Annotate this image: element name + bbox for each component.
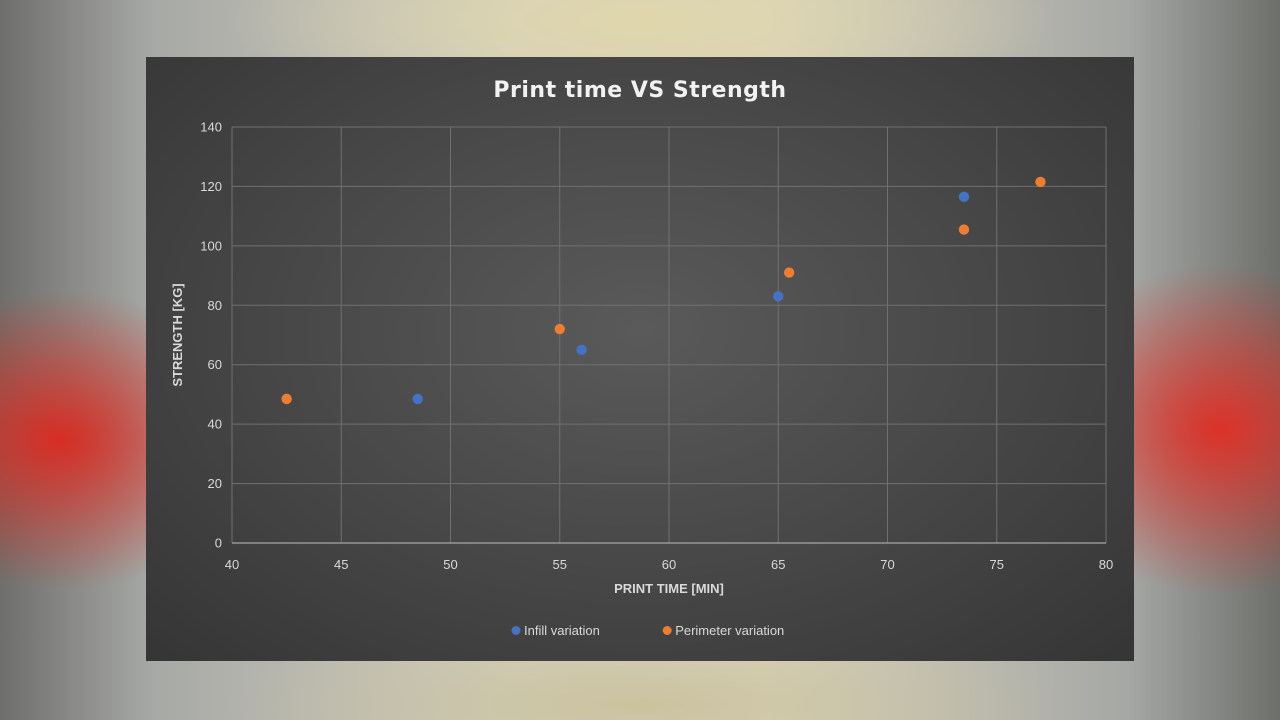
x-tick-label: 70: [880, 557, 894, 572]
legend: Infill variation Perimeter variation: [511, 623, 784, 638]
legend-marker: [662, 626, 672, 635]
y-tick-label: 100: [200, 238, 222, 253]
legend-marker: [511, 626, 521, 635]
data-point: [576, 344, 587, 356]
gridlines: [231, 126, 1107, 543]
y-axis-label: STRENGTH [KG]: [170, 283, 185, 386]
legend-label: Infill variation: [524, 623, 600, 638]
data-point: [958, 191, 970, 203]
data-point: [554, 323, 565, 335]
scatter-chart: Print time VS Strength 0 20 40 60 80 100 120 14…: [170, 78, 1113, 638]
y-tick-label: 60: [208, 357, 222, 372]
data-points: [281, 176, 1046, 405]
y-axis-ticks: 0 20 40 60 80 100 120 140: [200, 120, 222, 551]
x-tick-label: 75: [990, 557, 1004, 572]
x-axis-label: PRINT TIME [MIN]: [614, 581, 724, 596]
data-point: [281, 393, 292, 405]
legend-label: Perimeter variation: [675, 623, 784, 638]
x-tick-label: 65: [771, 557, 785, 572]
x-tick-label: 60: [662, 557, 676, 572]
data-point: [1035, 176, 1046, 188]
y-tick-label: 20: [208, 476, 222, 491]
y-tick-label: 120: [200, 179, 222, 194]
y-tick-label: 40: [208, 417, 222, 432]
x-tick-label: 50: [443, 557, 457, 572]
x-tick-label: 80: [1099, 557, 1113, 572]
x-tick-label: 55: [553, 557, 567, 572]
data-point: [773, 291, 784, 302]
x-tick-label: 45: [334, 557, 348, 572]
data-point: [783, 267, 795, 278]
x-tick-label: 40: [225, 557, 239, 572]
y-tick-label: 80: [208, 298, 222, 313]
chart-title: Print time VS Strength: [493, 78, 786, 103]
y-tick-label: 140: [200, 120, 222, 135]
y-tick-label: 0: [215, 536, 222, 551]
chart-panel: Print time VS Strength 0 20 40 60 80 100 120 14…: [146, 57, 1134, 661]
data-point: [412, 393, 423, 405]
x-axis-ticks: 40 45 50 55 60 65 70 75 80: [225, 557, 1113, 572]
data-point: [958, 224, 970, 235]
